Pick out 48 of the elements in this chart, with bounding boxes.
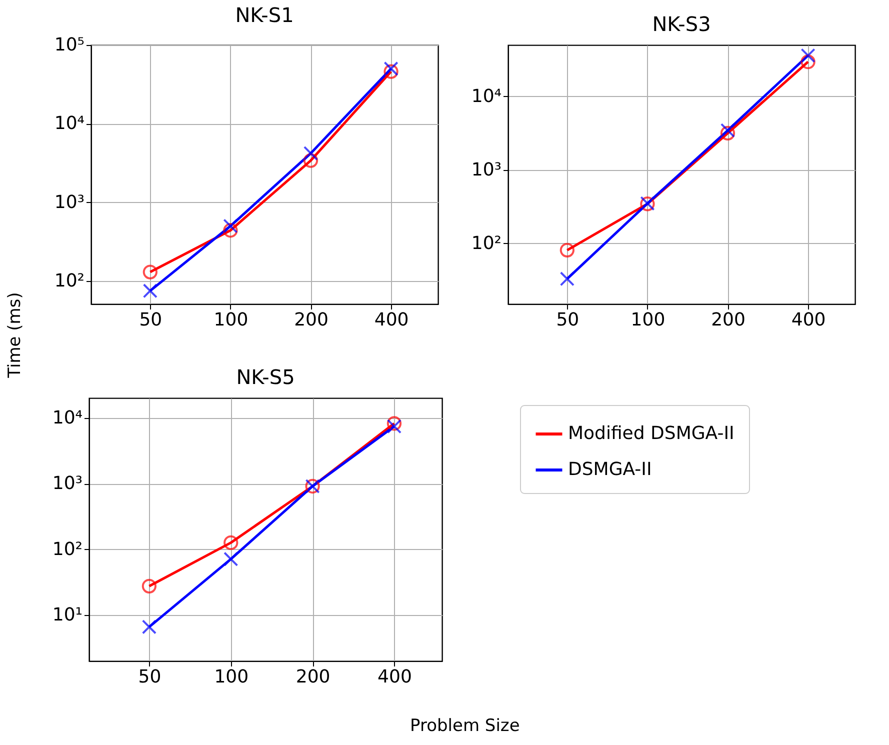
x-tick-label: 400 bbox=[791, 310, 826, 330]
y-tick-label: 10⁴ bbox=[471, 86, 502, 107]
y-tick-label: 10³ bbox=[471, 159, 502, 180]
y-tick-label: 10⁵ bbox=[54, 34, 84, 56]
point bbox=[142, 578, 157, 594]
point bbox=[800, 54, 816, 70]
y-tick-label: 10³ bbox=[54, 192, 84, 213]
point bbox=[384, 64, 398, 79]
y-tick-label: 10¹ bbox=[52, 604, 82, 626]
point bbox=[386, 419, 402, 434]
point bbox=[560, 272, 574, 286]
point bbox=[142, 264, 158, 280]
x-tick-label: 100 bbox=[630, 310, 666, 330]
y-tick-label: 10² bbox=[52, 538, 82, 560]
x-tick-label: 400 bbox=[378, 666, 412, 688]
x-tick-label: 200 bbox=[711, 310, 746, 330]
x-axis-title: Problem Size bbox=[410, 716, 520, 736]
chart-title: NK-S1 bbox=[235, 3, 294, 27]
x-tick-label: 100 bbox=[214, 310, 248, 330]
point bbox=[223, 223, 238, 238]
y-tick-label: 10² bbox=[54, 270, 84, 292]
x-tick-label: 200 bbox=[296, 666, 330, 688]
x-tick-label: 100 bbox=[214, 666, 249, 688]
point bbox=[800, 48, 816, 63]
x-tick-label: 50 bbox=[139, 310, 162, 330]
point bbox=[224, 535, 238, 550]
y-tick-label: 10⁴ bbox=[54, 113, 84, 134]
x-tick-label: 50 bbox=[556, 310, 580, 330]
chart-title: NK-S5 bbox=[236, 365, 295, 389]
point bbox=[384, 61, 398, 76]
point bbox=[303, 153, 318, 168]
point bbox=[560, 242, 574, 258]
point bbox=[142, 620, 157, 634]
point bbox=[303, 146, 318, 161]
legend-label: DSMGA-II bbox=[568, 459, 652, 480]
point bbox=[386, 416, 402, 431]
point bbox=[223, 218, 238, 234]
legend-label: Modified DSMGA-II bbox=[568, 423, 734, 444]
y-tick-label: 10³ bbox=[52, 473, 82, 494]
y-tick-label: 10⁴ bbox=[52, 407, 82, 428]
y-tick-label: 10² bbox=[471, 232, 502, 254]
x-tick-label: 50 bbox=[138, 666, 162, 688]
point bbox=[224, 552, 238, 566]
y-axis-title: Time (ms) bbox=[5, 291, 25, 380]
x-tick-label: 400 bbox=[374, 310, 409, 330]
point bbox=[142, 284, 158, 298]
x-tick-label: 200 bbox=[294, 310, 328, 330]
chart-title: NK-S3 bbox=[652, 12, 711, 36]
